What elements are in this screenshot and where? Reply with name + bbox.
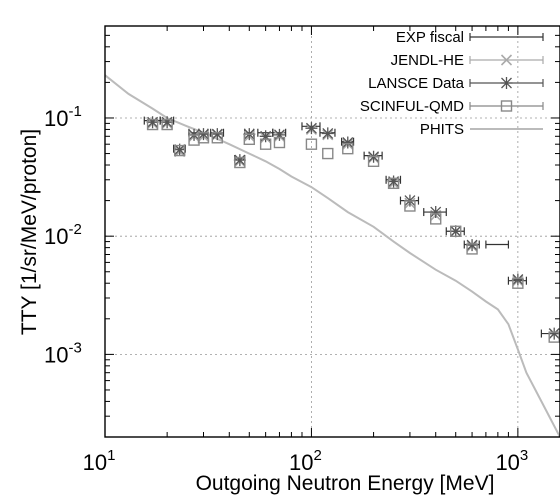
square-marker bbox=[146, 118, 159, 131]
asterisk-marker bbox=[449, 225, 462, 238]
x-tick-label: 102 bbox=[289, 447, 322, 475]
plot-frame bbox=[104, 25, 560, 438]
square-marker bbox=[161, 118, 173, 131]
asterisk-marker bbox=[321, 127, 334, 140]
legend-label: PHITS bbox=[420, 121, 464, 138]
axis-ticks: 101 102 103 10-1 10-2 10-3 bbox=[44, 26, 560, 475]
square-marker bbox=[404, 200, 416, 212]
y-tick-label: 10-3 bbox=[44, 339, 82, 367]
square-marker bbox=[273, 136, 286, 149]
asterisk-marker bbox=[429, 206, 442, 219]
square-marker bbox=[234, 156, 246, 169]
square-marker bbox=[450, 225, 462, 237]
grid bbox=[105, 26, 560, 437]
asterisk-marker bbox=[387, 175, 400, 188]
legend-label: EXP fiscal bbox=[396, 29, 464, 46]
square-marker bbox=[548, 331, 560, 343]
asterisk-marker bbox=[146, 116, 159, 129]
legend-label: SCINFUL-QMD bbox=[360, 98, 464, 115]
legend-label: JENDL-HE bbox=[391, 52, 464, 69]
square-marker bbox=[243, 133, 255, 146]
legend-label: LANSCE Data bbox=[368, 75, 465, 92]
asterisk-marker bbox=[173, 143, 186, 156]
x-marker bbox=[500, 54, 513, 66]
asterisk-marker bbox=[211, 128, 224, 141]
asterisk-marker bbox=[500, 77, 513, 89]
phits-line bbox=[104, 74, 560, 438]
x-tick-label: 103 bbox=[495, 447, 528, 475]
legend: EXP fiscal JENDL-HE LANSCE Data SCINFUL-QMD… bbox=[360, 29, 544, 138]
y-tick-label: 10-1 bbox=[44, 103, 82, 131]
x-axis-title: Outgoing Neutron Energy [MeV] bbox=[196, 472, 495, 495]
asterisk-marker bbox=[161, 116, 174, 129]
asterisk-marker bbox=[466, 239, 479, 252]
asterisk-marker bbox=[341, 136, 354, 149]
asterisk-marker bbox=[259, 130, 272, 143]
square-marker bbox=[367, 155, 380, 168]
y-axis-title: TTY [1/sr/MeV/proton] bbox=[18, 129, 41, 335]
asterisk-marker bbox=[511, 273, 524, 286]
asterisk-marker bbox=[197, 128, 210, 141]
x-tick-label: 101 bbox=[83, 447, 116, 475]
square-marker bbox=[173, 144, 186, 157]
square-marker bbox=[466, 243, 478, 255]
y-tick-label: 10-2 bbox=[44, 221, 82, 249]
square-marker bbox=[322, 147, 334, 160]
square-marker bbox=[259, 138, 272, 150]
asterisk-marker bbox=[548, 327, 560, 340]
asterisk-marker bbox=[305, 122, 318, 135]
asterisk-marker bbox=[233, 154, 246, 167]
square-marker bbox=[512, 277, 524, 289]
square-marker bbox=[197, 132, 210, 144]
asterisk-marker bbox=[273, 128, 286, 141]
data-points bbox=[143, 116, 560, 343]
square-marker bbox=[500, 100, 513, 112]
square-marker bbox=[342, 142, 354, 155]
square-marker bbox=[305, 138, 318, 150]
square-marker bbox=[430, 213, 442, 225]
square-marker bbox=[211, 132, 224, 144]
square-marker bbox=[387, 177, 400, 190]
phits-curve bbox=[104, 74, 560, 438]
